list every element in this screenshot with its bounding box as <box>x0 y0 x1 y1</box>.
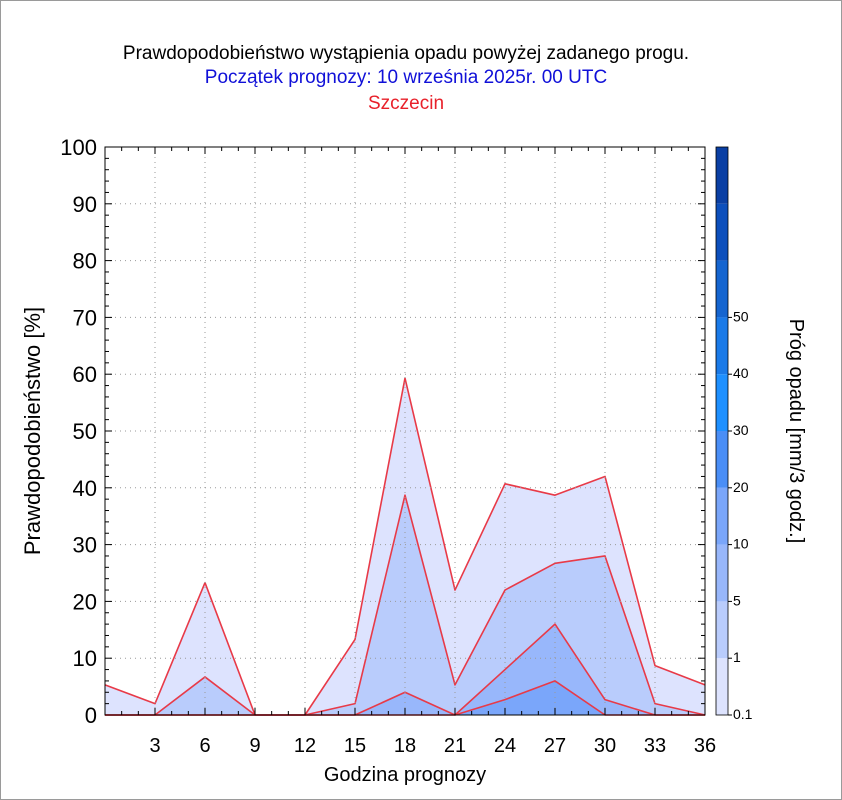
x-tick-label: 30 <box>594 735 616 757</box>
y-tick-label: 50 <box>73 419 97 444</box>
y-tick-label: 60 <box>73 362 97 387</box>
location-name: Szczecin <box>367 93 445 114</box>
colorbar-label: 50 <box>733 308 749 324</box>
colorbar: 0.1 1 5 10 20 30 40 50 <box>715 146 753 722</box>
colorbar-segment <box>716 431 728 488</box>
y-axis-label: Prawdopodobieństwo [%] <box>20 307 45 555</box>
colorbar-segment <box>716 260 728 318</box>
x-tick-label: 6 <box>199 735 210 757</box>
x-axis-label: Godzina prognozy <box>324 764 486 786</box>
forecast-start: Początek prognozy: 10 września 2025r. 00… <box>204 67 608 88</box>
x-tick-label: 36 <box>694 735 716 757</box>
y-tick-label: 30 <box>73 533 97 558</box>
colorbar-label: 5 <box>733 592 741 608</box>
x-tick-label: 27 <box>544 735 566 757</box>
area-series-3 <box>105 680 705 715</box>
colorbar-label: 40 <box>733 365 749 381</box>
colorbar-segment <box>716 374 728 431</box>
colorbar-segment <box>716 487 728 545</box>
colorbar-segment <box>716 601 728 659</box>
x-tick-label: 15 <box>344 735 366 757</box>
y-tick-label: 80 <box>73 249 97 274</box>
colorbar-label: 1 <box>733 649 741 665</box>
colorbar-label: 0.1 <box>733 706 753 722</box>
colorbar-segment <box>716 544 728 602</box>
x-tick-label: 18 <box>394 735 416 757</box>
x-tick-label: 12 <box>294 735 316 757</box>
colorbar-segment <box>716 658 728 715</box>
colorbar-label: 30 <box>733 422 749 438</box>
series-line-1 <box>105 494 706 716</box>
y-tick-label: 10 <box>73 646 97 671</box>
colorbar-axis-label: Próg opadu [mm/3 godz.] <box>785 319 807 544</box>
colorbar-segment <box>716 317 728 375</box>
x-tick-label: 33 <box>644 735 666 757</box>
y-tick-label: 20 <box>73 589 97 614</box>
y-tick-label: 90 <box>73 192 97 217</box>
x-tick-label: 3 <box>149 735 160 757</box>
chart-title: Prawdopodobieństwo wystąpienia opadu pow… <box>122 43 690 64</box>
colorbar-label: 10 <box>733 536 749 552</box>
y-tick-label: 100 <box>60 135 97 160</box>
colorbar-segment <box>716 147 728 204</box>
x-tick-label: 21 <box>444 735 466 757</box>
x-tick-label: 9 <box>249 735 260 757</box>
y-tick-label: 40 <box>73 476 97 501</box>
y-tick-label: 70 <box>73 305 97 330</box>
colorbar-segment <box>716 203 728 261</box>
x-tick-label: 24 <box>494 735 516 757</box>
colorbar-label: 20 <box>733 479 749 495</box>
y-tick-label: 0 <box>85 703 97 728</box>
